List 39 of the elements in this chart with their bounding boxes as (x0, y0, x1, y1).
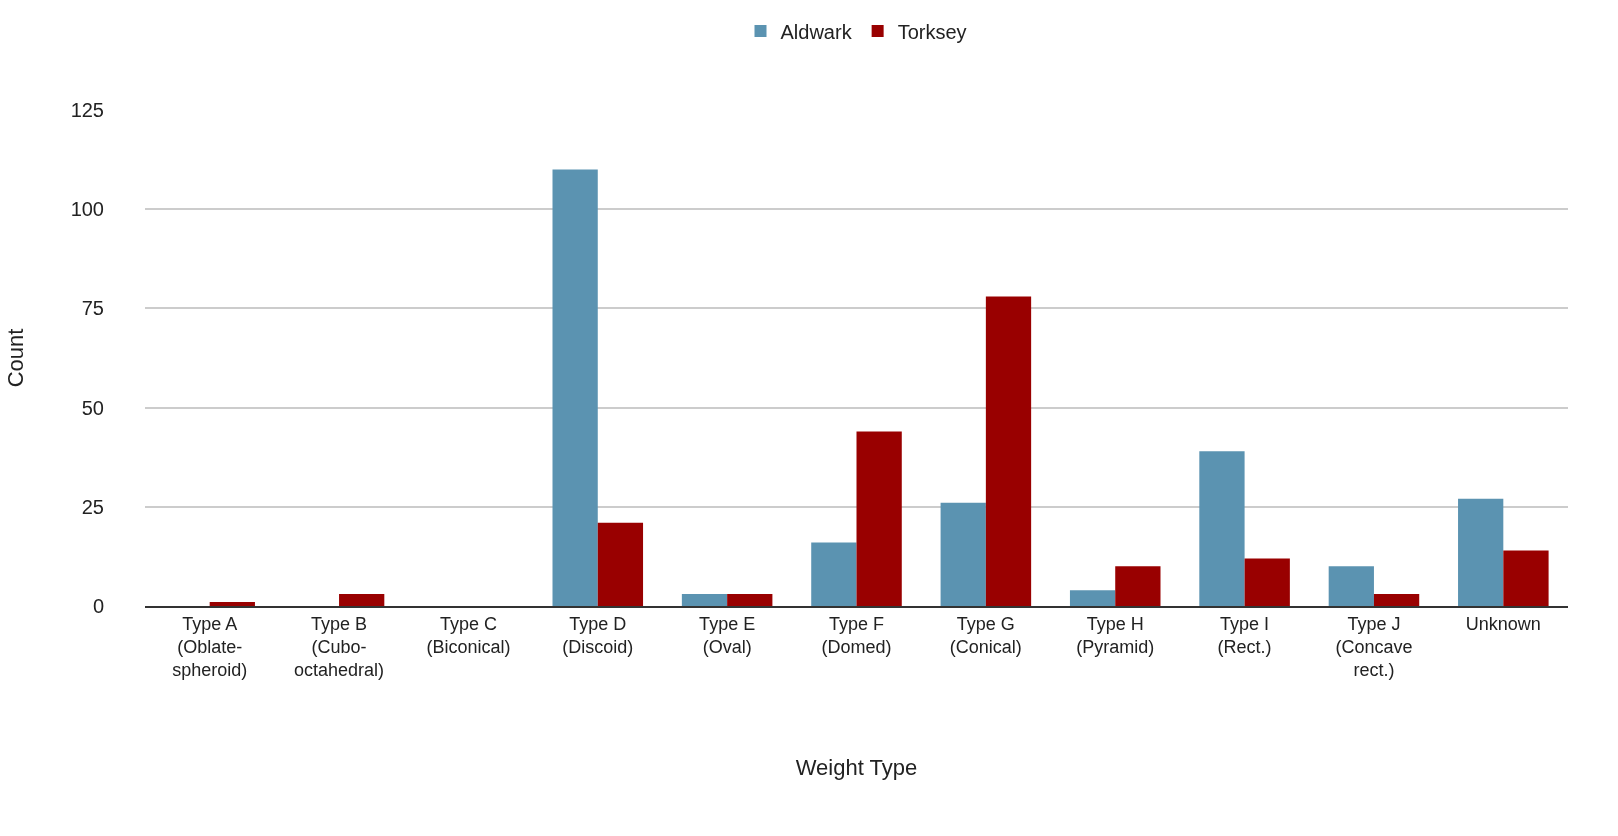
bar (1244, 558, 1290, 606)
bar (727, 594, 773, 606)
y-tick-label: 125 (70, 99, 104, 121)
y-tick-label: 25 (81, 495, 104, 518)
x-tick-label: Type C (Biconical) (426, 613, 511, 657)
x-tick-label: Type F (Domed) (821, 613, 892, 657)
bar (940, 502, 986, 606)
bar (339, 594, 385, 606)
x-tick-label: Type I (Rect.) (1217, 613, 1272, 657)
y-axis-title: Count (3, 328, 29, 388)
bar (985, 296, 1032, 606)
y-tick-label: 75 (81, 297, 104, 320)
bar (681, 594, 728, 606)
x-axis-title: Weight Type (795, 754, 918, 780)
bar (209, 602, 255, 606)
x-tick-label: Type H (Pyramid) (1076, 613, 1155, 657)
bar (1115, 566, 1161, 606)
x-tick-label: Type D (Discoid) (562, 613, 634, 657)
y-tick-label: 0 (92, 595, 104, 617)
x-tick-label: Type J (Concave rect.) (1335, 613, 1413, 681)
legend-label: Aldwark (780, 20, 853, 43)
x-tick-label: Unknown (1465, 613, 1541, 634)
y-tick-label: 50 (81, 396, 104, 419)
bar (1199, 451, 1245, 606)
bar (1503, 550, 1549, 606)
x-tick-label: Type B (Cubo- octahedral) (294, 613, 385, 681)
x-tick-label: Type G (Conical) (949, 613, 1022, 657)
bar (811, 542, 857, 606)
bar (1328, 566, 1374, 606)
x-tick-label: Type A (Oblate- spheroid) (172, 613, 248, 681)
bar (1069, 590, 1116, 606)
bar (1458, 498, 1504, 606)
bar (597, 522, 644, 606)
legend-label: Torksey (897, 20, 967, 43)
y-tick-label: 100 (70, 198, 104, 221)
bar (856, 431, 902, 606)
x-tick-label: Type E (Oval) (699, 613, 756, 657)
bar (552, 169, 598, 606)
bar (1373, 594, 1420, 606)
